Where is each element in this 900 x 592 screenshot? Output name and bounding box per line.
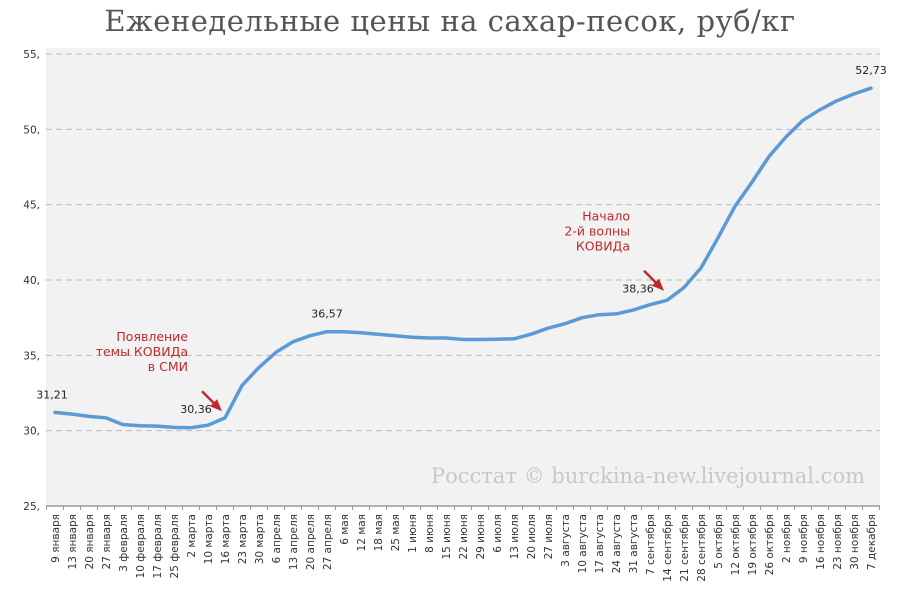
x-tick-label: 12 мая	[356, 514, 368, 551]
x-tick-label: 13 июля	[509, 514, 521, 559]
x-tick-label: 15 июня	[441, 514, 453, 560]
x-tick-label: 30 ноября	[849, 514, 861, 570]
y-tick-label: 50,	[23, 124, 40, 136]
x-tick-label: 16 марта	[220, 514, 232, 564]
x-tick-label: 9 января	[50, 514, 62, 563]
annotation-text: КОВИДа	[576, 239, 630, 254]
x-tick-label: 6 июля	[492, 514, 504, 553]
data-label: 52,73	[855, 64, 887, 77]
x-tick-label: 8 июня	[424, 514, 436, 553]
x-tick-label: 9 ноября	[798, 514, 810, 563]
x-tick-label: 27 апреля	[322, 514, 334, 570]
x-tick-label: 16 ноября	[815, 514, 827, 570]
y-tick-label: 30,	[23, 426, 40, 438]
x-tick-label: 12 октября	[730, 514, 742, 575]
x-tick-label: 7 декабря	[866, 514, 878, 570]
x-tick-label: 14 сентября	[662, 514, 674, 582]
x-tick-label: 17 февраля	[152, 514, 164, 578]
x-tick-label: 27 января	[101, 514, 113, 569]
x-tick-label: 25 мая	[390, 514, 402, 551]
x-tick-label: 26 октября	[764, 514, 776, 575]
x-tick-label: 20 января	[84, 514, 96, 569]
watermark: Росстат © burckina-new.livejournal.com	[431, 464, 865, 488]
x-tick-label: 25 февраля	[169, 514, 181, 578]
y-tick-label: 40,	[23, 275, 40, 287]
chart-title: Еженедельные цены на сахар-песок, руб/кг	[104, 4, 796, 38]
x-tick-label: 27 июля	[543, 514, 555, 559]
x-tick-label: 22 июня	[458, 514, 470, 560]
x-tick-label: 3 февраля	[118, 514, 130, 572]
data-label: 30,36	[180, 403, 212, 416]
data-label: 31,21	[36, 388, 68, 401]
y-tick-label: 25,	[23, 501, 40, 513]
x-tick-label: 6 мая	[339, 514, 351, 545]
arrow-head-icon	[210, 399, 222, 412]
x-tick-label: 18 мая	[373, 514, 385, 551]
x-tick-label: 31 августа	[628, 514, 640, 573]
x-tick-label: 21 сентября	[679, 514, 691, 582]
x-tick-label: 20 июля	[526, 514, 538, 559]
x-tick-label: 2 ноября	[781, 514, 793, 563]
x-tick-label: 28 сентября	[696, 514, 708, 582]
data-label: 38,36	[622, 283, 654, 296]
x-tick-label: 10 февраля	[135, 514, 147, 578]
x-tick-label: 10 августа	[577, 514, 589, 573]
arrow-head-icon	[652, 278, 664, 291]
x-tick-label: 1 июня	[407, 514, 419, 553]
x-tick-label: 5 октября	[713, 514, 725, 569]
annotation-text: темы КОВИДа	[96, 344, 188, 359]
x-tick-label: 2 марта	[186, 514, 198, 558]
x-tick-label: 30 марта	[254, 514, 266, 564]
x-tick-label: 3 августа	[560, 514, 572, 567]
x-tick-label: 13 января	[67, 514, 79, 569]
plot-area	[46, 48, 880, 506]
y-tick-label: 55,	[23, 49, 40, 61]
x-tick-label: 13 апреля	[288, 514, 300, 570]
annotation-text: Начало	[582, 209, 630, 224]
annotation-text: Появление	[116, 329, 188, 344]
x-tick-label: 17 августа	[594, 514, 606, 573]
y-tick-label: 35,	[23, 350, 40, 362]
x-tick-label: 10 марта	[203, 514, 215, 564]
x-tick-label: 29 июня	[475, 514, 487, 560]
x-tick-label: 20 апреля	[305, 514, 317, 570]
x-tick-label: 23 марта	[237, 514, 249, 564]
x-tick-label: 24 августа	[611, 514, 623, 573]
x-tick-label: 7 сентября	[645, 514, 657, 575]
annotation-text: 2-й волны	[564, 224, 630, 239]
x-tick-label: 6 апреля	[271, 514, 283, 563]
annotation-text: в СМИ	[148, 359, 188, 374]
data-label: 36,57	[311, 308, 343, 321]
y-tick-label: 45,	[23, 200, 40, 212]
x-tick-label: 23 ноября	[832, 514, 844, 570]
x-tick-label: 19 октября	[747, 514, 759, 575]
